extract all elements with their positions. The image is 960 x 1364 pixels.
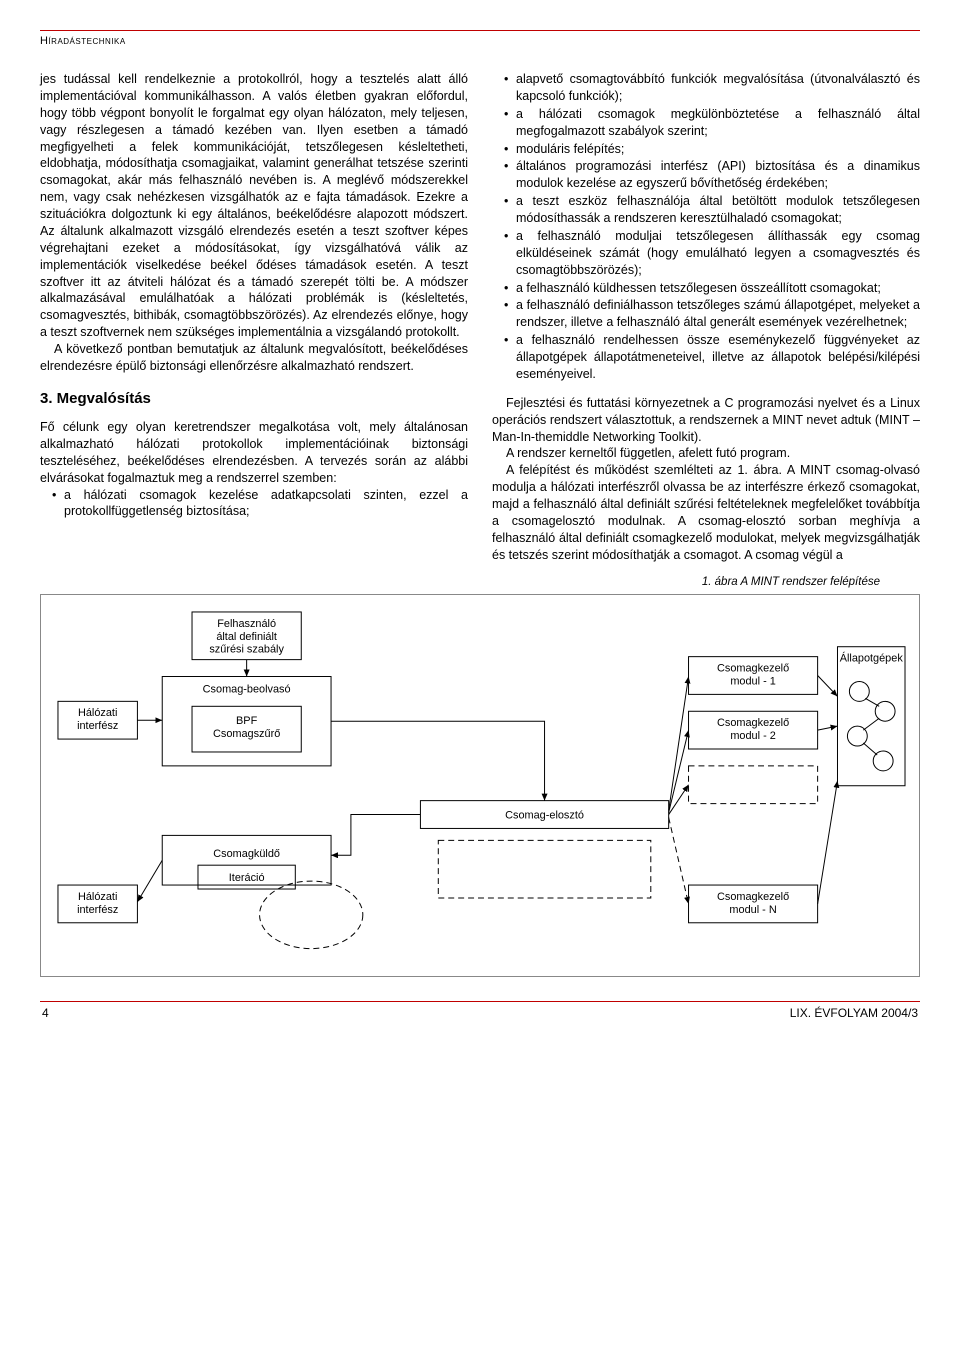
- node-net-if-top: Hálózatiinterfész: [58, 701, 137, 739]
- svg-text:Hálózatiinterfész: Hálózatiinterfész: [77, 707, 118, 732]
- edge: [331, 721, 544, 800]
- edge: [818, 780, 838, 903]
- list-item: a hálózati csomagok kezelése adatkapcsol…: [54, 487, 468, 521]
- svg-text:Hálózatiinterfész: Hálózatiinterfész: [77, 890, 118, 915]
- list-item: alapvető csomagtovábbító funkciók megval…: [506, 71, 920, 105]
- figure-caption: 1. ábra A MINT rendszer felépítése: [40, 576, 880, 588]
- issue-label: LIX. ÉVFOLYAM 2004/3: [790, 1006, 918, 1020]
- svg-text:Csomagkezelőmodul - 2: Csomagkezelőmodul - 2: [717, 717, 789, 742]
- node-packet-distributor: Csomag-elosztó: [420, 800, 668, 828]
- list-item: a felhasználó küldhessen tetszőlegesen ö…: [506, 280, 920, 297]
- right-paragraph-1: Fejlesztési és futtatási környezetnek a …: [492, 395, 920, 446]
- page-number: 4: [42, 1006, 49, 1020]
- svg-text:Csomagkezelőmodul - N: Csomagkezelőmodul - N: [717, 890, 789, 915]
- section-header: Híradástechnika: [40, 35, 920, 47]
- node-handler-1: Csomagkezelőmodul - 1: [689, 656, 818, 694]
- edge: [818, 726, 838, 730]
- node-packet-reader: Csomag-beolvasó BPFCsomagszűrő: [162, 676, 331, 765]
- list-item: a felhasználó rendelhessen össze esemény…: [506, 332, 920, 383]
- node-filter-rule: Felhasználóáltal definiáltszűrési szabál…: [192, 611, 301, 659]
- left-column: jes tudással kell rendelkeznie a protoko…: [40, 71, 468, 564]
- svg-text:Iteráció: Iteráció: [229, 872, 265, 884]
- svg-text:Csomagküldő: Csomagküldő: [213, 848, 280, 860]
- diagram-svg: Felhasználóáltal definiáltszűrési szabál…: [53, 607, 907, 964]
- left-paragraph-2: A következő pontban bemutatjuk az általu…: [40, 341, 468, 375]
- edge: [331, 814, 420, 855]
- list-item: moduláris felépítés;: [506, 141, 920, 158]
- node-handler-2: Csomagkezelőmodul - 2: [689, 711, 818, 749]
- node-net-if-bottom: Hálózatiinterfész: [58, 885, 137, 923]
- node-state-machines: Állapotgépek: [837, 646, 905, 785]
- node-handler-n: Csomagkezelőmodul - N: [689, 885, 818, 923]
- list-item: általános programozási interfész (API) b…: [506, 158, 920, 192]
- svg-text:BPFCsomagszűrő: BPFCsomagszűrő: [213, 715, 280, 740]
- right-paragraph-2: A rendszer kerneltől független, afelett …: [492, 445, 920, 462]
- edge: [818, 675, 838, 696]
- iteration-loop-icon: [260, 881, 363, 949]
- right-bullets: alapvető csomagtovábbító funkciók megval…: [492, 71, 920, 383]
- left-bullets: a hálózati csomagok kezelése adatkapcsol…: [40, 487, 468, 521]
- svg-text:Csomag-elosztó: Csomag-elosztó: [505, 809, 584, 821]
- architecture-diagram: Felhasználóáltal definiáltszűrési szabál…: [40, 594, 920, 977]
- left-paragraph-3: Fő célunk egy olyan keretrendszer megalk…: [40, 419, 468, 487]
- right-column: alapvető csomagtovábbító funkciók megval…: [492, 71, 920, 564]
- handler-placeholder-icon: [689, 765, 818, 803]
- node-packet-sender: Csomagküldő Iteráció: [162, 835, 331, 889]
- list-item: a felhasználó moduljai tetszőlegesen áll…: [506, 228, 920, 279]
- section-heading-3: 3. Megvalósítás: [40, 389, 468, 409]
- list-item: a felhasználó definiálhasson tetszőleges…: [506, 297, 920, 331]
- left-paragraph-1: jes tudással kell rendelkeznie a protoko…: [40, 71, 468, 341]
- list-item: a hálózati csomagok megkülönböztetése a …: [506, 106, 920, 140]
- edge: [137, 860, 162, 902]
- distributor-slot-icon: [438, 840, 651, 898]
- svg-text:Felhasználóáltal definiáltszűr: Felhasználóáltal definiáltszűrési szabál…: [209, 617, 284, 655]
- edge: [669, 817, 689, 903]
- svg-text:Csomagkezelőmodul - 1: Csomagkezelőmodul - 1: [717, 662, 789, 687]
- svg-text:Állapotgépek: Állapotgépek: [840, 651, 904, 664]
- svg-text:Csomag-beolvasó: Csomag-beolvasó: [203, 683, 291, 695]
- list-item: a teszt eszköz felhasználója által betöl…: [506, 193, 920, 227]
- right-paragraph-3: A felépítést és működést szemlélteti az …: [492, 462, 920, 563]
- body-columns: jes tudással kell rendelkeznie a protoko…: [40, 71, 920, 564]
